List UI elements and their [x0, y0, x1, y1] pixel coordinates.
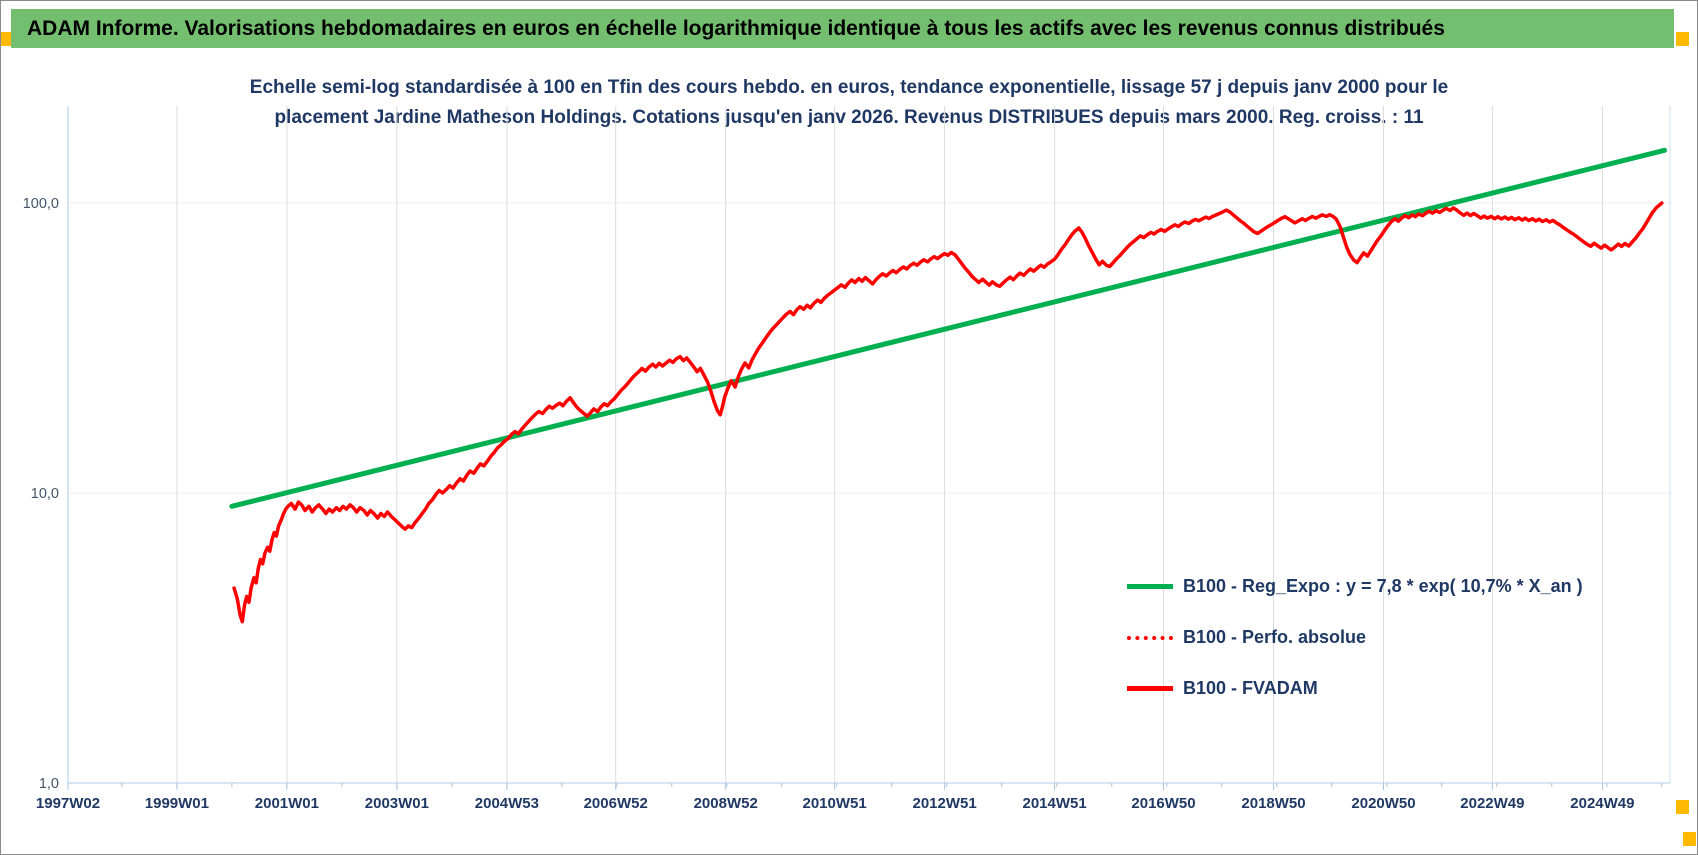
x-tick-label: 1999W01: [145, 795, 209, 812]
x-tick-label: 1997W02: [36, 795, 100, 812]
legend-item-perfo-absolue[interactable]: B100 - Perfo. absolue: [1127, 612, 1583, 663]
chart-legend: B100 - Reg_Expo : y = 7,8 * exp( 10,7% *…: [1127, 561, 1583, 714]
legend-item-reg-expo[interactable]: B100 - Reg_Expo : y = 7,8 * exp( 10,7% *…: [1127, 561, 1583, 612]
reg-expo-trend-line[interactable]: [229, 147, 1667, 509]
x-tick-label: 2004W53: [475, 795, 539, 812]
x-tick-label: 2022W49: [1460, 795, 1524, 812]
x-tick-label: 2014W51: [1022, 795, 1086, 812]
x-tick-label: 2008W52: [694, 795, 758, 812]
selection-handle-top-left[interactable]: [1, 32, 11, 46]
chart-title-line-2: placement Jardine Matheson Holdings. Cot…: [274, 107, 1424, 128]
x-tick-label: 2006W52: [584, 795, 648, 812]
red-solid-line-sample: [1127, 686, 1173, 691]
y-tick-label: 1,0: [39, 776, 59, 792]
selection-handle-right-middle[interactable]: [1676, 800, 1689, 814]
y-tick-label: 100,0: [23, 196, 59, 212]
legend-label-fvadam: B100 - FVADAM: [1183, 678, 1318, 698]
x-tick-label: 2003W01: [365, 795, 429, 812]
green-trend-line-sample: [1127, 584, 1173, 589]
chart-title: Echelle semi-log standardisée à 100 en T…: [1, 73, 1697, 133]
red-dotted-line-sample: [1127, 635, 1173, 640]
x-tick-label: 2024W49: [1570, 795, 1634, 812]
banner-text: ADAM Informe. Valorisations hebdomadaire…: [27, 16, 1445, 40]
header-banner: ADAM Informe. Valorisations hebdomadaire…: [11, 9, 1674, 48]
y-tick-label: 10,0: [31, 486, 59, 502]
selection-handle-top-right[interactable]: [1676, 32, 1689, 46]
legend-label-perfo-absolue: B100 - Perfo. absolue: [1183, 627, 1367, 647]
fvadam-line[interactable]: [232, 201, 1664, 624]
x-tick-label: 2012W51: [912, 795, 976, 812]
x-tick-label: 2010W51: [802, 795, 866, 812]
chart-title-line-1: Echelle semi-log standardisée à 100 en T…: [249, 77, 1449, 98]
selection-handle-bottom-right[interactable]: [1683, 832, 1696, 846]
x-tick-label: 2016W50: [1131, 795, 1195, 812]
x-tick-label: 2020W50: [1351, 795, 1415, 812]
x-tick-label: 2018W50: [1241, 795, 1305, 812]
legend-item-fvadam[interactable]: B100 - FVADAM: [1127, 663, 1583, 714]
legend-label-reg-expo: B100 - Reg_Expo : y = 7,8 * exp( 10,7% *…: [1183, 576, 1583, 596]
x-tick-label: 2001W01: [255, 795, 319, 812]
